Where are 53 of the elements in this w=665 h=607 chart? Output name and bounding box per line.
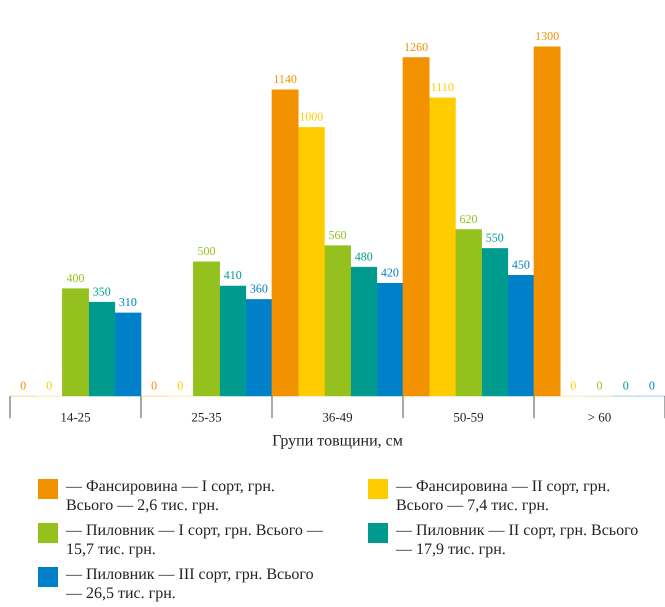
bar [62, 288, 89, 396]
bar [350, 266, 378, 396]
data-label: 450 [512, 257, 530, 272]
data-label: 410 [224, 268, 242, 282]
bar [376, 283, 404, 396]
data-label: 1110 [430, 80, 454, 94]
bar [534, 46, 561, 396]
data-label: 0 [622, 378, 629, 392]
data-label: 350 [92, 284, 111, 298]
data-label: 420 [380, 265, 399, 280]
data-label: 1260 [404, 40, 428, 54]
x-tick-label: 14-25 [60, 409, 91, 424]
data-label: 0 [46, 378, 52, 392]
legend-label: — Пиловник — I сорт, грн. Всього — 15,7 тис. грн. [66, 521, 324, 559]
legend-label: — Пиловник — II сорт, грн. Всього — 17,9 тис. грн. [396, 521, 640, 559]
data-label: 0 [570, 378, 576, 392]
bar [402, 57, 430, 396]
data-label: 360 [250, 282, 268, 296]
data-label: 0 [20, 378, 26, 392]
x-tick-label: > 60 [588, 409, 612, 424]
bar [88, 302, 116, 396]
data-label: 1000 [299, 110, 324, 124]
bar [114, 312, 142, 396]
legend-label: — Пиловник — III сорт, грн. Всього — 26,5 тис. грн. [66, 565, 315, 603]
data-label: 560 [328, 228, 346, 242]
data-label: 480 [354, 249, 373, 264]
data-label: 400 [66, 270, 84, 285]
x-tick-label: 25-35 [191, 409, 222, 424]
data-label: 500 [198, 244, 216, 258]
bar [272, 90, 299, 396]
bar [428, 98, 456, 396]
bar [324, 245, 351, 396]
data-label: 0 [648, 378, 655, 392]
bar [481, 248, 508, 396]
bar [193, 262, 220, 396]
x-axis-title: Групи товщини, см [272, 432, 403, 450]
bar [507, 274, 534, 396]
x-tick-label: 50-59 [453, 409, 484, 424]
data-label: 0 [151, 378, 158, 392]
data-label: 0 [177, 378, 184, 392]
x-tick-label: 36-49 [322, 409, 353, 424]
data-label: 1140 [273, 72, 297, 86]
legend-label: — Фансировина — II сорт, грн. Всього — 7,4 тис. грн. [396, 477, 612, 515]
legend-label: — Фансировина — I сорт, грн. Всього — 2,6 тис. грн. [66, 477, 276, 515]
bar [455, 229, 482, 396]
data-label: 550 [486, 230, 504, 245]
data-label: 310 [118, 295, 137, 310]
data-label: 0 [596, 378, 602, 392]
bar [245, 299, 272, 396]
data-label: 620 [460, 212, 478, 226]
data-label: 1300 [535, 29, 560, 44]
bar [219, 286, 246, 396]
bar [298, 127, 325, 396]
